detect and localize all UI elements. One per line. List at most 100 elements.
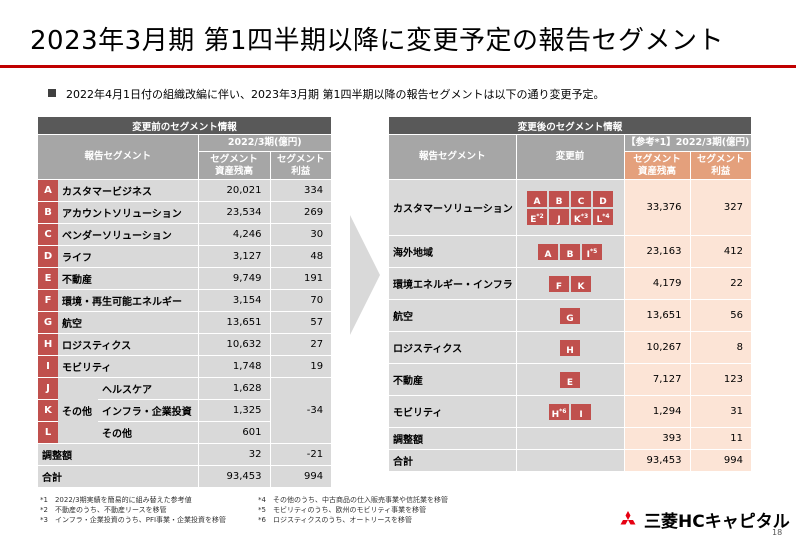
segment-profit: 123 xyxy=(689,363,752,396)
segment-badge: A xyxy=(538,243,558,260)
segment-assets: 1,325 xyxy=(197,399,270,422)
after-col-assets: セグメント 資産残高 xyxy=(623,151,690,180)
company-logo: 三菱HCキャピタル xyxy=(618,507,790,532)
segment-name: 航空 xyxy=(389,299,516,332)
segment-assets: 33,376 xyxy=(623,179,690,236)
adjust-before xyxy=(515,427,624,450)
segment-profit: 31 xyxy=(689,395,752,428)
segment-profit: 57 xyxy=(269,311,332,334)
segment-row: 環境エネルギー・インフラ F K 4,179 22 xyxy=(389,267,752,300)
segment-name: ヘルスケア xyxy=(98,377,198,400)
segment-badge: J xyxy=(549,208,569,225)
before-table-header: 変更前のセグメント情報 xyxy=(38,117,332,135)
segment-name: インフラ・企業投資 xyxy=(98,399,198,422)
segment-assets: 10,267 xyxy=(623,331,690,364)
segment-name: カスタマーソリューション xyxy=(389,179,516,236)
segment-row: ロジスティクス H 10,267 8 xyxy=(389,331,752,364)
before-col-profit: セグメント 利益 xyxy=(269,151,332,180)
segment-letter: E xyxy=(38,267,58,290)
segment-badge: I xyxy=(571,403,591,420)
total-profit: 994 xyxy=(689,449,752,472)
segment-assets: 4,179 xyxy=(623,267,690,300)
chevron-right-icon xyxy=(350,215,380,335)
segment-assets: 13,651 xyxy=(623,299,690,332)
segment-name: アカウントソリューション xyxy=(58,201,198,224)
segment-letter: K xyxy=(38,399,58,422)
title-underline xyxy=(0,65,796,68)
segment-badge: E*2 xyxy=(527,208,547,225)
footnote: *1 2022/3期実績を簡易的に組み替えた参考値 xyxy=(40,496,192,504)
segment-profit: 412 xyxy=(689,235,752,268)
segment-row: モビリティ H*6 I 1,294 31 xyxy=(389,395,752,428)
segment-letter: L xyxy=(38,421,58,444)
after-col-segment: 報告セグメント xyxy=(389,134,516,180)
segment-profit: 27 xyxy=(269,333,332,356)
segment-name: カスタマービジネス xyxy=(58,179,198,202)
intro-label: 2022年4月1日付の組織改編に伴い、2023年3月期 第1四半期以降の報告セグ… xyxy=(66,88,605,101)
page-number: 18 xyxy=(772,528,783,537)
segment-badge: G xyxy=(560,307,580,324)
segment-badge: L*4 xyxy=(593,208,613,225)
segment-profit: 22 xyxy=(689,267,752,300)
segment-row: D ライフ 3,127 48 xyxy=(38,245,332,268)
segment-name: ロジスティクス xyxy=(389,331,516,364)
intro-text: 2022年4月1日付の組織改編に伴い、2023年3月期 第1四半期以降の報告セグ… xyxy=(48,86,604,102)
after-col-profit: セグメント 利益 xyxy=(689,151,752,180)
total-assets: 93,453 xyxy=(623,449,690,472)
segment-row: H ロジスティクス 10,632 27 xyxy=(38,333,332,356)
segment-badge: K xyxy=(571,275,591,292)
adjust-profit: -21 xyxy=(269,443,332,466)
before-segment-table: 変更前のセグメント情報 報告セグメント 2022/3期(億円) セグメント 資産… xyxy=(38,117,332,488)
segment-name: モビリティ xyxy=(389,395,516,428)
segment-badge: D xyxy=(593,190,613,207)
segment-name: モビリティ xyxy=(58,355,198,378)
adjust-profit: 11 xyxy=(689,427,752,450)
segment-badge: H xyxy=(560,339,580,356)
segment-profit: 70 xyxy=(269,289,332,312)
before-segments: G xyxy=(515,299,624,332)
segment-profit: 8 xyxy=(689,331,752,364)
footnote: *2 不動産のうち、不動産リースを移管 xyxy=(40,506,167,514)
segment-letter: G xyxy=(38,311,58,334)
segment-assets: 20,021 xyxy=(197,179,270,202)
before-segments: E xyxy=(515,363,624,396)
adjust-assets: 32 xyxy=(197,443,270,466)
segment-row: C ベンダーソリューション 4,246 30 xyxy=(38,223,332,246)
segment-letter: C xyxy=(38,223,58,246)
segment-profit: 30 xyxy=(269,223,332,246)
segment-badge: C xyxy=(571,190,591,207)
segment-badge: E xyxy=(560,371,580,388)
before-col-assets: セグメント 資産残高 xyxy=(197,151,270,180)
segment-name: 海外地域 xyxy=(389,235,516,268)
adjust-label: 調整額 xyxy=(389,427,516,450)
segment-letter: I xyxy=(38,355,58,378)
bullet-square-icon xyxy=(48,89,56,97)
page-title: 2023年3月期 第1四半期以降に変更予定の報告セグメント xyxy=(30,26,725,56)
segment-assets: 10,632 xyxy=(197,333,270,356)
segment-profit: 48 xyxy=(269,245,332,268)
segment-profit: 269 xyxy=(269,201,332,224)
segment-assets: 1,294 xyxy=(623,395,690,428)
before-segments: A B I*5 xyxy=(515,235,624,268)
segment-row: 海外地域 A B I*5 23,163 412 xyxy=(389,235,752,268)
segment-row: カスタマーソリューション A B C D E*2 J K*3 L*4 33,376 327 xyxy=(389,179,752,236)
segment-row: E 不動産 9,749 191 xyxy=(38,267,332,290)
segment-assets: 13,651 xyxy=(197,311,270,334)
segment-badge: F xyxy=(549,275,569,292)
footnote: *3 インフラ・企業投資のうち、PFI事業・企業投資を移管 xyxy=(40,516,227,524)
segment-profit: 327 xyxy=(689,179,752,236)
logo-text: 三菱HCキャピタル xyxy=(644,512,790,532)
after-table-header: 変更後のセグメント情報 xyxy=(389,117,752,135)
segment-name: 航空 xyxy=(58,311,198,334)
total-before xyxy=(515,449,624,472)
footnotes-right: *4 その他のうち、中古商品の仕入販売事業や信託業を移管 *5 モビリティのうち… xyxy=(258,495,448,525)
other-group-profit: -34 xyxy=(269,377,332,444)
total-label: 合計 xyxy=(38,465,198,488)
segment-badge: A xyxy=(527,190,547,207)
footnote: *6 ロジスティクスのうち、オートリースを移管 xyxy=(258,516,412,524)
before-segments: H*6 I xyxy=(515,395,624,428)
segment-row: 不動産 E 7,127 123 xyxy=(389,363,752,396)
segment-name: ベンダーソリューション xyxy=(58,223,198,246)
segment-badge: H*6 xyxy=(549,403,569,420)
